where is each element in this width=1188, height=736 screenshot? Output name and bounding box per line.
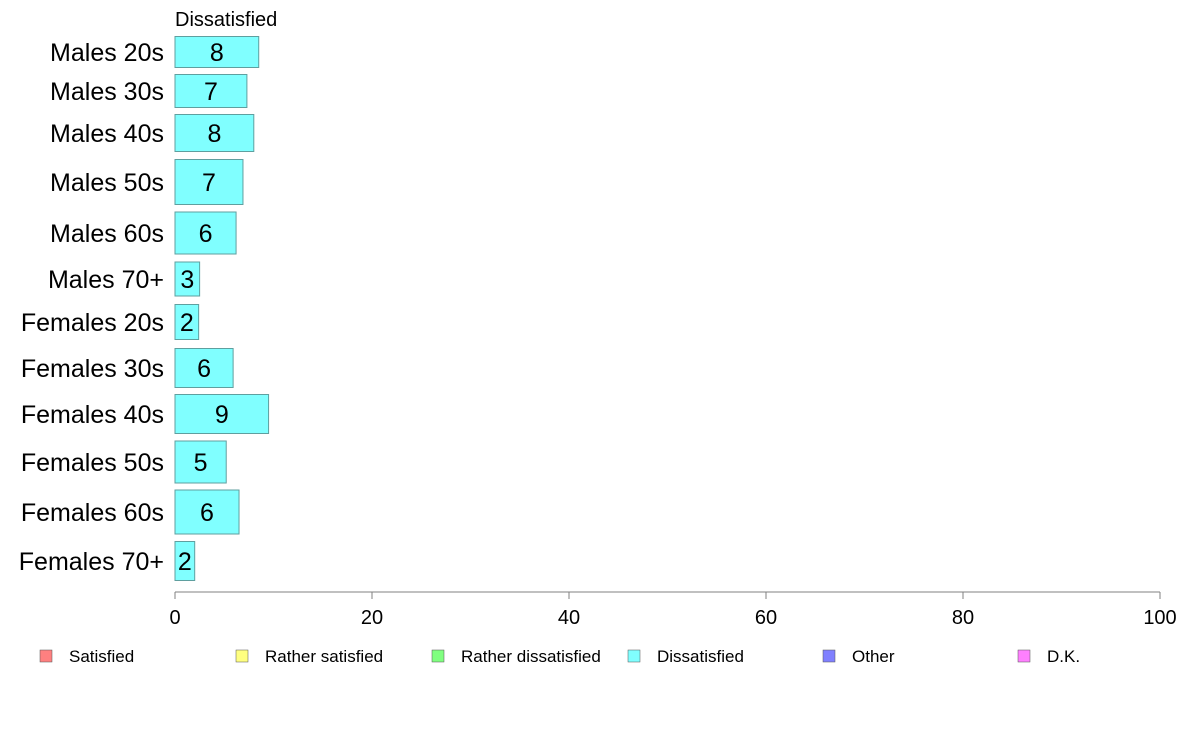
category-label: Males 70+ (48, 266, 164, 294)
bar (174, 348, 234, 388)
x-tick-label: 40 (558, 607, 580, 629)
legend-label: Rather satisfied (265, 647, 383, 666)
category-label: Females 70+ (19, 548, 164, 576)
bar-value-label: 8 (207, 120, 221, 148)
bar (174, 74, 248, 108)
category-label: Males 60s (50, 220, 164, 248)
bar-value-label: 2 (178, 548, 192, 576)
panel-title: Dissatisfied (175, 9, 277, 31)
category-label: Females 30s (21, 355, 164, 383)
bar-value-label: 2 (180, 309, 194, 337)
category-label: Males 20s (50, 39, 164, 67)
x-tick-label: 20 (361, 607, 383, 629)
bar-value-label: 9 (215, 401, 229, 429)
legend-label: Satisfied (69, 647, 134, 666)
bar-value-label: 6 (197, 355, 211, 383)
legend-label: D.K. (1047, 647, 1080, 666)
category-label: Females 40s (21, 401, 164, 429)
legend-swatch (39, 649, 53, 663)
legend-label: Rather dissatisfied (461, 647, 601, 666)
bar (174, 36, 260, 68)
legend-swatch (1017, 649, 1031, 663)
category-label: Females 20s (21, 309, 164, 337)
category-labels: Males 20s Males 30s Males 40s Males 50s Male… (19, 39, 164, 576)
legend-swatch (431, 649, 445, 663)
bar (174, 394, 270, 434)
legend-swatch (822, 649, 836, 663)
bar-value-label: 6 (199, 220, 213, 248)
bar (174, 440, 227, 484)
bar (174, 159, 244, 205)
category-label: Females 50s (21, 449, 164, 477)
x-tick-label: 60 (755, 607, 777, 629)
bar-value-label: 6 (200, 499, 214, 527)
category-label: Males 30s (50, 78, 164, 106)
legend: Satisfied Rather satisfied Rather dissatis… (39, 647, 1080, 666)
bar (174, 489, 240, 535)
bar-value-label: 3 (180, 266, 194, 294)
bar-value-label: 8 (210, 39, 224, 67)
bar (174, 211, 237, 255)
x-tick-label: 80 (952, 607, 974, 629)
bar (174, 541, 196, 581)
bar (174, 304, 200, 340)
legend-label: Dissatisfied (657, 647, 744, 666)
legend-swatch (627, 649, 641, 663)
category-label: Females 60s (21, 499, 164, 527)
x-tick-label: 100 (1143, 607, 1176, 629)
category-label: Males 40s (50, 120, 164, 148)
bar-value-label: 7 (202, 169, 216, 197)
bar-value-label: 7 (204, 78, 218, 106)
legend-label: Other (852, 647, 895, 666)
x-axis: 0 20 40 60 80 100 (169, 591, 1177, 629)
category-label: Males 50s (50, 169, 164, 197)
bar (174, 261, 201, 297)
x-tick-label: 0 (169, 607, 180, 629)
legend-swatch (235, 649, 249, 663)
bar (174, 114, 255, 152)
bar-value-label: 5 (194, 449, 208, 477)
